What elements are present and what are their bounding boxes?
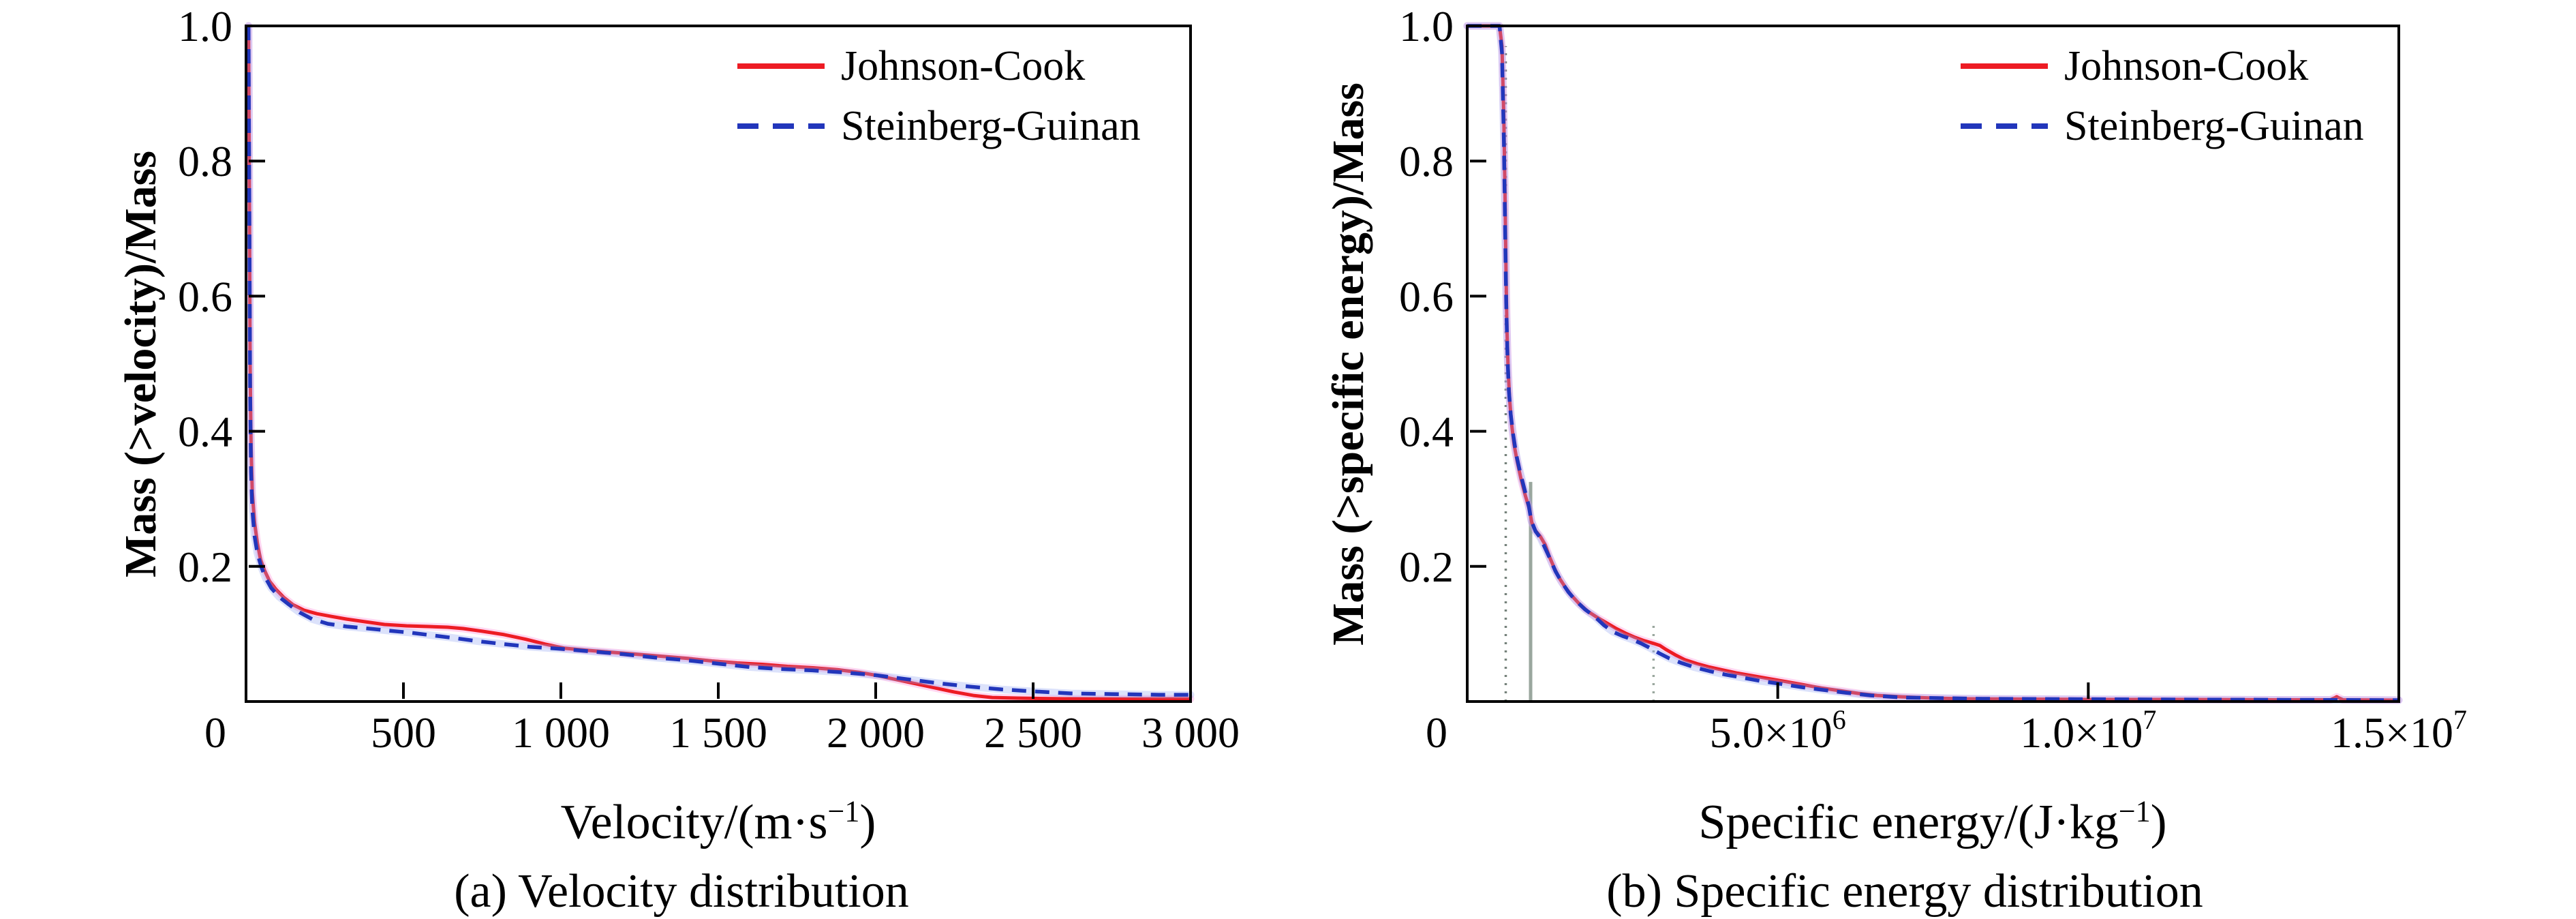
- johnson-cook-curve: [247, 25, 1191, 701]
- y-tick-label: 0.4: [1399, 408, 1454, 456]
- legend-label: Johnson-Cook: [2064, 42, 2309, 89]
- panel-b-x-axis-title-sup: −1: [2118, 794, 2151, 828]
- panel-b-y-axis-title: Mass (>specific energy)/Mass: [1323, 82, 1373, 646]
- panel-a-x-axis-title-end: ): [859, 794, 876, 849]
- y-tick-label: 1.0: [1399, 2, 1454, 50]
- x-tick-label: 500: [371, 708, 436, 757]
- panel-b-caption: (b) Specific energy distribution: [1606, 865, 2203, 918]
- x-tick-label: 0: [204, 708, 226, 757]
- y-tick-label: 0.8: [178, 137, 232, 185]
- x-tick-label-exponent: 6: [1833, 704, 1846, 735]
- panel-b-x-axis-title-end: ): [2150, 794, 2167, 849]
- y-tick-label: 0.6: [1399, 272, 1454, 320]
- panel-a-x-axis-title: Velocity/(m·s−1): [561, 794, 876, 851]
- y-tick-label: 1.0: [178, 2, 232, 50]
- panel-b-x-axis-title: Specific energy/(J·kg−1): [1698, 794, 2166, 851]
- y-tick-label: 0.2: [1399, 543, 1454, 591]
- x-tick-label: 3 000: [1141, 708, 1240, 757]
- x-tick-label-exponent: 7: [2143, 704, 2156, 735]
- x-tick-label: 1 500: [669, 708, 767, 757]
- x-tick-label: 5.0×106: [1710, 704, 1846, 757]
- y-tick-label: 0.4: [178, 408, 232, 456]
- legend-label: Johnson-Cook: [841, 42, 1086, 89]
- legend-label: Steinberg-Guinan: [841, 102, 1141, 149]
- x-tick-label: 1 000: [512, 708, 610, 757]
- panel-a-legend-item-steinberg-guinan: Steinberg-Guinan: [737, 101, 1141, 151]
- y-tick-label: 0.6: [178, 272, 232, 320]
- x-tick-label: 1.0×107: [2020, 704, 2156, 757]
- panel-a-caption: (a) Velocity distribution: [454, 865, 909, 918]
- y-tick-label: 0.2: [178, 543, 232, 591]
- y-tick-label: 0.8: [1399, 137, 1454, 185]
- panel-a-y-axis-title: Mass (>velocity)/Mass: [116, 151, 166, 577]
- panel-a-x-axis-title-base: Velocity/(m·s: [560, 794, 828, 849]
- steinberg-guinan-curve: [246, 25, 1191, 697]
- legend-label: Steinberg-Guinan: [2064, 102, 2364, 149]
- x-tick-label: 0: [1426, 708, 1447, 757]
- x-tick-label: 2 000: [827, 708, 925, 757]
- johnson-cook-line-swatch: [737, 63, 825, 69]
- panel-b-plot: 0 5.0×106 1.0×107 1.5×107 0.2 0.4 0.6 0.8 1.0: [1399, 2, 2467, 757]
- steinberg-guinan-line-swatch: [737, 123, 825, 129]
- x-tick-label: 1.5×107: [2331, 704, 2467, 757]
- steinberg-guinan-curve: [1467, 24, 2399, 702]
- panel-a-legend-item-johnson-cook: Johnson-Cook: [737, 41, 1085, 91]
- plot-frame: [1466, 25, 2400, 703]
- panel-b-legend-item-johnson-cook: Johnson-Cook: [1961, 41, 2308, 91]
- panel-a-x-axis-title-sup: −1: [827, 794, 860, 828]
- johnson-cook-line-swatch: [1961, 63, 2048, 69]
- steinberg-guinan-line-swatch: [1961, 123, 2048, 129]
- plot-frame: [245, 25, 1192, 703]
- panel-b-legend-item-steinberg-guinan: Steinberg-Guinan: [1961, 101, 2364, 151]
- panel-a-plot: 0 500 1 000 1 500 2 000 2 500 3 000 0.2 0.4 0.6 0.…: [178, 2, 1240, 757]
- x-tick-label-exponent: 7: [2453, 704, 2467, 735]
- x-tick-label: 2 500: [984, 708, 1082, 757]
- panel-b-x-axis-title-base: Specific energy/(J·kg: [1698, 794, 2119, 849]
